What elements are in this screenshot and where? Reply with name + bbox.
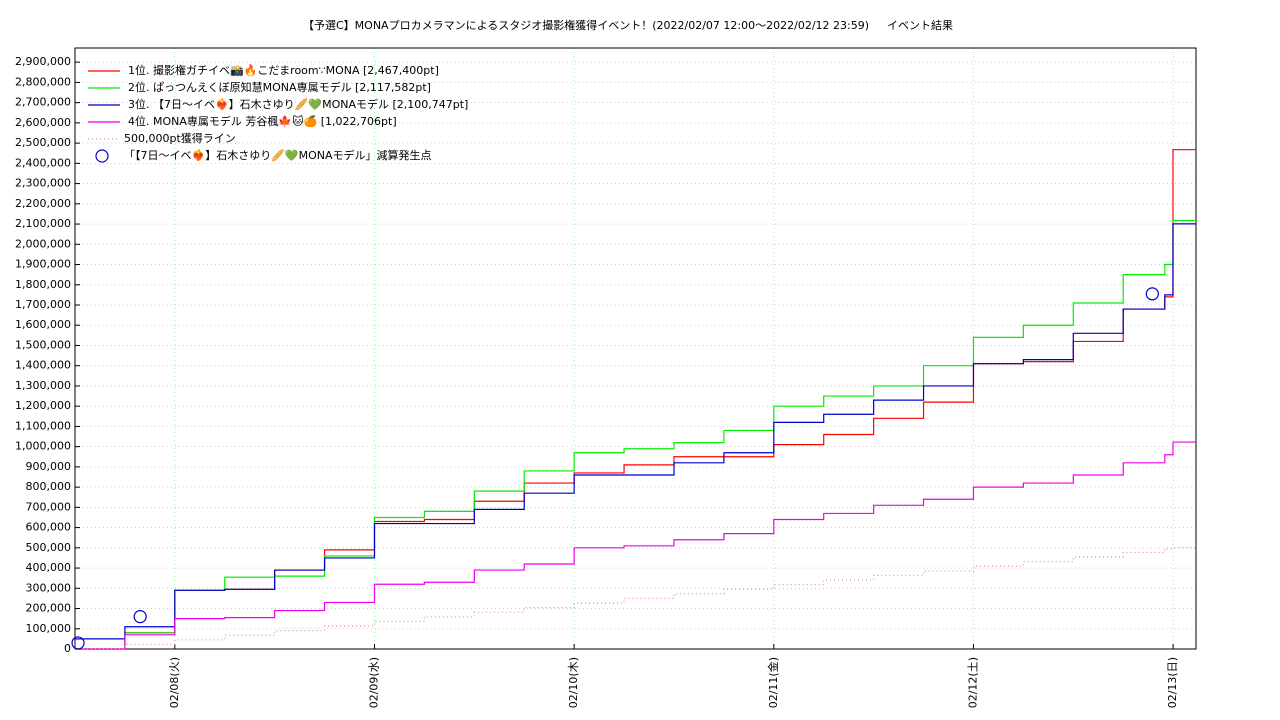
legend-label: 「【7日〜イベ❤️‍🔥】石木さゆり🥖💚MONAモデル」減算発生点 [124, 148, 432, 162]
y-tick-label: 2,300,000 [15, 177, 71, 190]
y-tick-label: 1,100,000 [15, 419, 71, 432]
y-tick-label: 1,700,000 [15, 298, 71, 311]
marker [71, 636, 85, 650]
y-tick-label: 900,000 [26, 460, 72, 473]
y-tick-label: 700,000 [26, 500, 72, 513]
legend-label: 500,000pt獲得ライン [124, 132, 236, 145]
marker [1145, 287, 1159, 301]
legend-label: 1位. 撮影権ガチイベ📸🔥こだまroom∵MONA [2,467,400pt] [128, 63, 439, 77]
y-tick-label: 200,000 [26, 602, 72, 615]
legend-swatch [95, 149, 109, 163]
y-tick-label: 600,000 [26, 521, 72, 534]
y-tick-label: 2,200,000 [15, 197, 71, 210]
y-tick-label: 2,000,000 [15, 237, 71, 250]
chart-title: 【予選C】MONAプロカメラマンによるスタジオ撮影権獲得イベント！(2022/0… [303, 18, 869, 32]
series-line [75, 545, 1197, 650]
y-tick-label: 2,700,000 [15, 96, 71, 109]
y-tick-label: 2,500,000 [15, 136, 71, 149]
x-tick-label: 02/08(火) [168, 657, 181, 708]
legend-label: 3位. 【7日〜イベ❤️‍🔥】石木さゆり🥖💚MONAモデル [2,100,747… [128, 97, 468, 111]
y-tick-label: 2,900,000 [15, 55, 71, 68]
plot-frame [74, 47, 1197, 650]
y-tick-label: 300,000 [26, 581, 72, 594]
series-line [75, 223, 1196, 640]
marker [133, 610, 147, 624]
x-tick-label: 02/13(日) [1166, 657, 1179, 708]
y-tick-label: 1,300,000 [15, 379, 71, 392]
series-line [75, 441, 1196, 650]
y-tick-label: 1,400,000 [15, 359, 71, 372]
chart-subtitle: イベント結果 [887, 18, 953, 32]
y-tick-label: 1,800,000 [15, 278, 71, 291]
y-tick-label: 1,200,000 [15, 399, 71, 412]
x-tick-label: 02/10(木) [567, 657, 580, 708]
y-tick-label: 100,000 [26, 622, 72, 635]
y-tick-label: 1,500,000 [15, 338, 71, 351]
y-tick-label: 2,400,000 [15, 156, 71, 169]
y-tick-label: 2,600,000 [15, 116, 71, 129]
y-tick-label: 2,800,000 [15, 75, 71, 88]
legend-label: 4位. MONA専属モデル 芳谷楓🍁🐱🍊 [1,022,706pt] [128, 114, 397, 128]
legend-label: 2位. ぱっつんえくぼ原知慧MONA専属モデル [2,117,582pt] [128, 80, 431, 94]
y-tick-label: 400,000 [26, 561, 72, 574]
series-line [75, 149, 1196, 650]
x-tick-label: 02/09(水) [367, 657, 380, 708]
y-tick-label: 500,000 [26, 541, 72, 554]
y-tick-label: 2,100,000 [15, 217, 71, 230]
y-tick-label: 1,000,000 [15, 440, 71, 453]
y-tick-label: 800,000 [26, 480, 72, 493]
y-tick-label: 0 [64, 642, 71, 655]
y-tick-label: 1,600,000 [15, 318, 71, 331]
x-tick-label: 02/12(土) [966, 657, 979, 708]
x-tick-label: 02/11(金) [766, 657, 780, 708]
y-tick-label: 1,900,000 [15, 258, 71, 271]
